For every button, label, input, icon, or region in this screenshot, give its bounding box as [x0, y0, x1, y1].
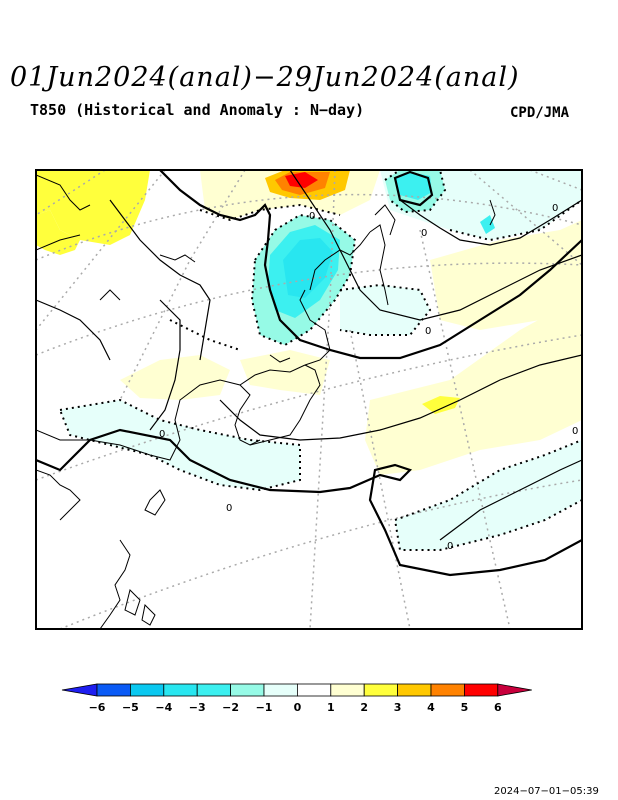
- colorbar-swatch: [230, 683, 265, 697]
- lat-lon-grid: [36, 170, 582, 629]
- contour-label: 0: [425, 326, 431, 337]
- colorbar-swatches: [61, 683, 532, 697]
- colorbar-tick-label: −1: [256, 701, 273, 714]
- contour-label: 0: [447, 541, 453, 552]
- temperature-contours: [36, 170, 582, 577]
- colorbar-tick-label: 0: [294, 701, 302, 714]
- colorbar-swatch: [196, 683, 231, 697]
- colorbar-arrow-high: [497, 683, 532, 697]
- colorbar-tick-label: −4: [155, 701, 172, 714]
- timestamp: 2024−07−01−05:39: [494, 786, 599, 797]
- colorbar-tick-label: −3: [189, 701, 206, 714]
- colorbar-tick-label: −5: [122, 701, 139, 714]
- colorbar-tick-label: −2: [222, 701, 239, 714]
- colorbar-swatch: [463, 683, 499, 697]
- zero-anomaly-contours: [58, 170, 582, 551]
- colorbar-swatch: [397, 683, 432, 697]
- contour-label: 0: [309, 211, 315, 222]
- colorbar-swatch: [163, 683, 198, 697]
- contour-label: 0: [552, 203, 558, 214]
- contour-label: 0: [572, 426, 578, 437]
- colorbar-tick-label: 4: [427, 701, 435, 714]
- contour-label: 0: [226, 503, 232, 514]
- colorbar-tick-label: 6: [494, 701, 502, 714]
- colorbar-swatch: [330, 683, 365, 697]
- agency-label: CPD/JMA: [510, 105, 570, 121]
- colorbar-swatch: [129, 683, 165, 697]
- colorbar-tick-label: 2: [360, 701, 368, 714]
- contour-label-group: 0 0 0 0 0 0 0 0: [159, 203, 578, 552]
- coastlines: [36, 174, 496, 629]
- chart-subtitle: T850 (Historical and Anomaly : N−day): [30, 101, 365, 119]
- colorbar-arrow-low: [61, 683, 98, 697]
- chart-title: 01Jun2024(anal)−29Jun2024(anal): [10, 62, 520, 93]
- colorbar-tick-label: −6: [89, 701, 106, 714]
- colorbar-swatch: [430, 683, 465, 697]
- colorbar-tick-label: 3: [394, 701, 402, 714]
- colorbar-tick-label: 5: [461, 701, 469, 714]
- colorbar-swatch: [363, 683, 399, 697]
- colorbar-swatch: [296, 683, 332, 697]
- colorbar-labels: −6 −5 −4 −3 −2 −1 0 1 2 3 4 5 6: [89, 701, 502, 714]
- contour-label: 0: [159, 429, 165, 440]
- map-frame: [35, 169, 583, 630]
- colorbar-tick-label: 1: [327, 701, 335, 714]
- contour-label: 0: [421, 228, 427, 239]
- colorbar-swatch: [263, 683, 298, 697]
- colorbar-swatch: [96, 683, 131, 697]
